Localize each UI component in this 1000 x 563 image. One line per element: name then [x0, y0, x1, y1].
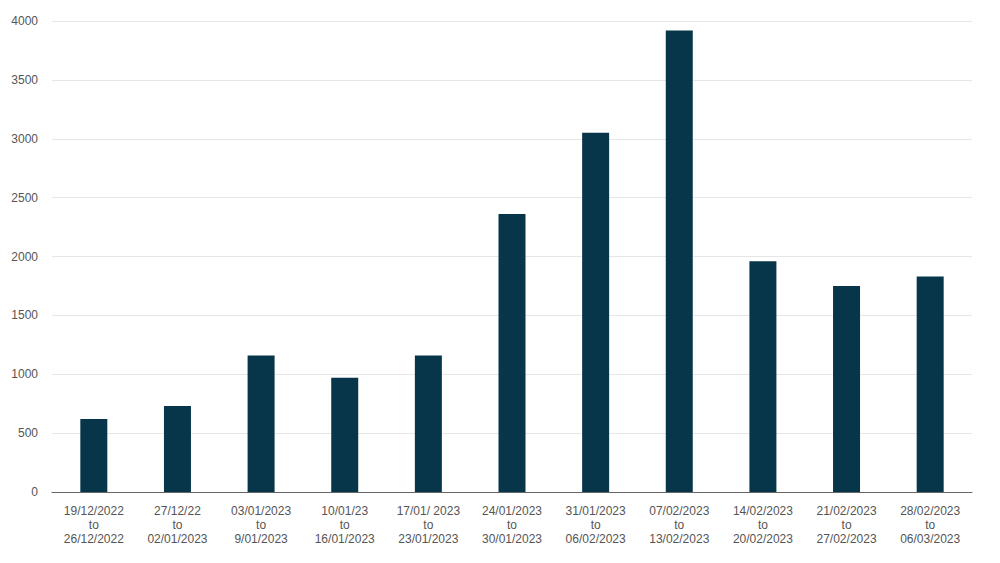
svg-text:to: to: [340, 518, 350, 532]
svg-text:16/01/2023: 16/01/2023: [315, 532, 375, 546]
svg-text:0: 0: [31, 485, 38, 499]
svg-text:9/01/2023: 9/01/2023: [234, 532, 288, 546]
svg-text:24/01/2023: 24/01/2023: [482, 504, 542, 518]
svg-text:20/02/2023: 20/02/2023: [733, 532, 793, 546]
svg-text:1500: 1500: [11, 308, 38, 322]
svg-text:27/02/2023: 27/02/2023: [817, 532, 877, 546]
svg-text:to: to: [423, 518, 433, 532]
svg-text:4000: 4000: [11, 14, 38, 28]
svg-text:10/01/23: 10/01/23: [321, 504, 368, 518]
svg-text:to: to: [256, 518, 266, 532]
svg-text:23/01/2023: 23/01/2023: [398, 532, 458, 546]
svg-text:06/02/2023: 06/02/2023: [566, 532, 626, 546]
svg-text:1000: 1000: [11, 367, 38, 381]
svg-text:30/01/2023: 30/01/2023: [482, 532, 542, 546]
svg-text:to: to: [89, 518, 99, 532]
svg-text:19/12/2022: 19/12/2022: [64, 504, 124, 518]
svg-text:to: to: [591, 518, 601, 532]
svg-text:06/03/2023: 06/03/2023: [900, 532, 960, 546]
svg-text:2500: 2500: [11, 191, 38, 205]
svg-text:14/02/2023: 14/02/2023: [733, 504, 793, 518]
svg-text:to: to: [925, 518, 935, 532]
svg-text:3500: 3500: [11, 73, 38, 87]
svg-text:to: to: [674, 518, 684, 532]
svg-text:to: to: [758, 518, 768, 532]
svg-text:28/02/2023: 28/02/2023: [900, 504, 960, 518]
svg-text:to: to: [172, 518, 182, 532]
svg-text:27/12/22: 27/12/22: [154, 504, 201, 518]
svg-text:3000: 3000: [11, 132, 38, 146]
svg-text:31/01/2023: 31/01/2023: [566, 504, 626, 518]
svg-text:17/01/ 2023: 17/01/ 2023: [397, 504, 461, 518]
svg-text:500: 500: [18, 426, 38, 440]
svg-text:2000: 2000: [11, 250, 38, 264]
svg-text:to: to: [842, 518, 852, 532]
svg-text:26/12/2022: 26/12/2022: [64, 532, 124, 546]
svg-text:07/02/2023: 07/02/2023: [649, 504, 709, 518]
svg-text:03/01/2023: 03/01/2023: [231, 504, 291, 518]
svg-text:21/02/2023: 21/02/2023: [817, 504, 877, 518]
svg-text:02/01/2023: 02/01/2023: [147, 532, 207, 546]
svg-text:to: to: [507, 518, 517, 532]
svg-text:13/02/2023: 13/02/2023: [649, 532, 709, 546]
